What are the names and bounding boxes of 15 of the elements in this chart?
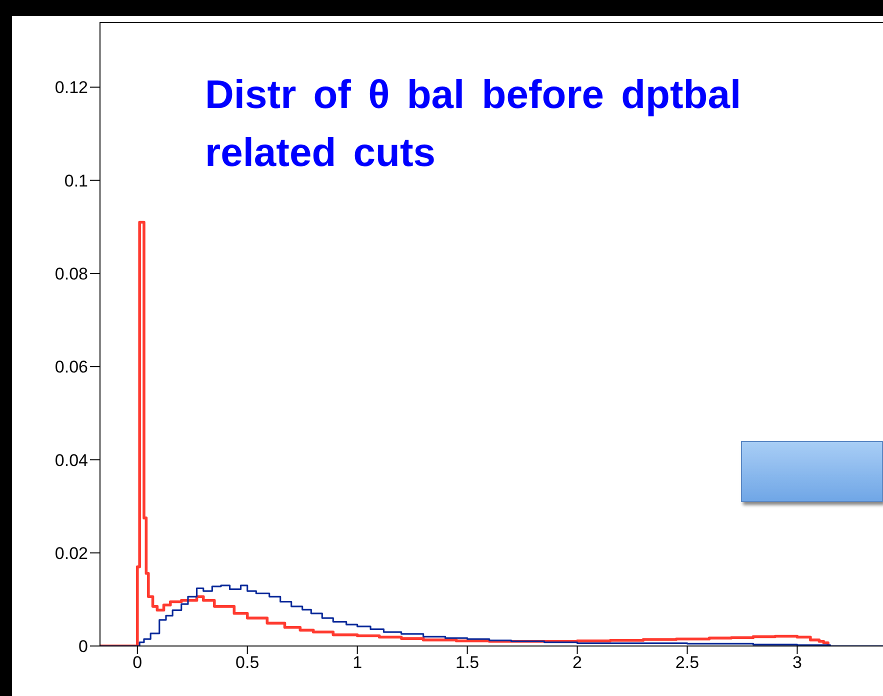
y-tick-label: 0.12 [54, 78, 88, 98]
y-tick-label: 0.1 [64, 171, 88, 190]
y-tick-label: 0.06 [54, 358, 88, 377]
x-tick-label: 3 [792, 653, 802, 672]
text: Distr of θ bal before dptbal related cuts [205, 72, 742, 177]
x-tick-label: 0 [132, 653, 142, 672]
y-tick-label: 0.04 [54, 450, 88, 470]
x-tick-label: 1 [352, 653, 362, 672]
y-tick-label: 0 [78, 637, 88, 656]
x-tick-label: 2.5 [675, 653, 700, 672]
x-tick-label: 1.5 [455, 653, 480, 672]
y-tick-label: 0.02 [54, 544, 88, 563]
x-tick-label: 0.5 [236, 653, 260, 672]
y-tick-label: 0.08 [54, 264, 88, 284]
x-tick-label: 2 [572, 653, 582, 672]
